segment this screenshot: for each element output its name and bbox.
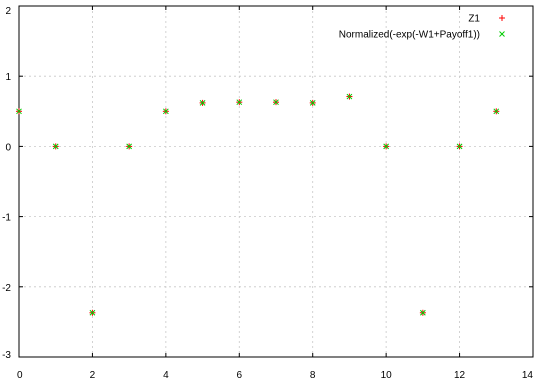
- y-tick-label: 1: [5, 72, 11, 83]
- series-2-point: [383, 143, 389, 150]
- x-tick-label: 8: [310, 370, 316, 381]
- y-tick-label: -1: [2, 213, 11, 224]
- plot-frame: [18, 5, 534, 358]
- series-2-point: [89, 309, 96, 316]
- legend: Z1 Normalized(-exp(-W1+Payoff1)): [339, 14, 505, 41]
- x-tick-label: 0: [17, 370, 23, 381]
- grid-lines: [19, 6, 533, 357]
- series-2-point: [236, 99, 243, 106]
- series-2-point: [273, 99, 279, 106]
- x-tick-label: 14: [522, 370, 534, 381]
- legend-label-1: Z1: [468, 14, 480, 25]
- x-tick-label: 6: [237, 370, 243, 381]
- x-tick-label: 4: [163, 370, 169, 381]
- legend-marker-1: [499, 15, 505, 21]
- series-2-point: [16, 108, 22, 115]
- y-tick-label: 2: [5, 6, 11, 17]
- x-tick-label: 12: [454, 370, 466, 381]
- series-2-point: [346, 93, 353, 100]
- x-tick-label: 10: [381, 370, 393, 381]
- series-2-point: [126, 143, 132, 150]
- series-2-point: [52, 143, 59, 150]
- legend-marker-2: [499, 31, 505, 37]
- y-tick-label: 0: [5, 142, 11, 153]
- series-2-point: [309, 100, 316, 106]
- data-points: [16, 93, 500, 316]
- y-tick-label: -3: [2, 350, 11, 361]
- legend-label-2: Normalized(-exp(-W1+Payoff1)): [339, 30, 480, 41]
- y-tick-label: -2: [2, 283, 11, 294]
- series-2-point: [163, 108, 169, 115]
- x-tick-label: 2: [90, 370, 96, 381]
- series-2-point: [420, 309, 426, 316]
- series-2-point: [456, 143, 463, 150]
- series-2-point: [199, 100, 206, 106]
- series-2-point: [493, 108, 500, 115]
